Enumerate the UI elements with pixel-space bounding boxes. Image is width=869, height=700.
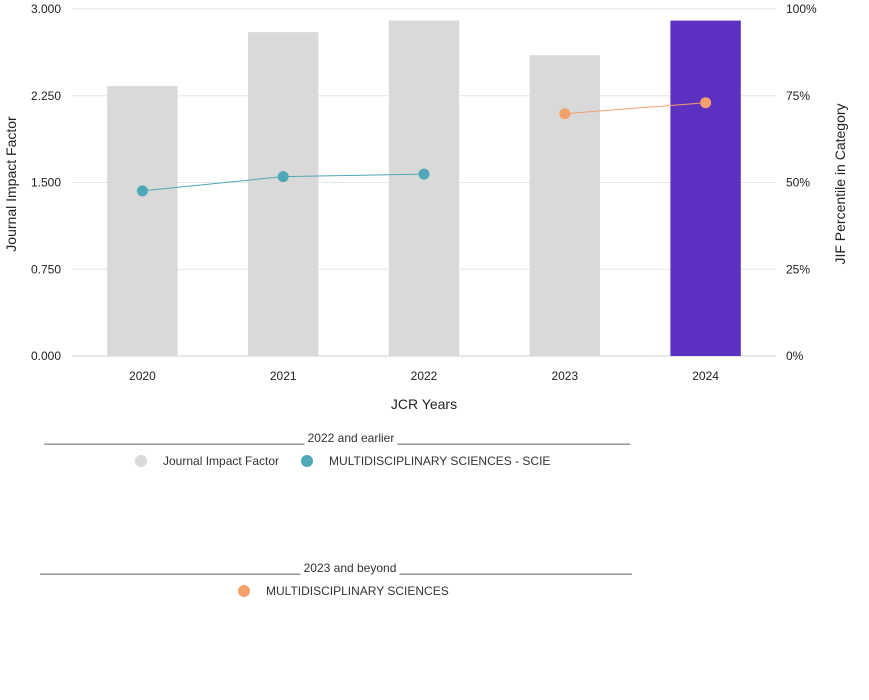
legend-scie-marker xyxy=(301,455,314,467)
series-line-1 xyxy=(564,102,706,115)
percentile-lines xyxy=(136,97,712,197)
y-tick-label: 1.500 xyxy=(31,176,61,190)
bar-2024[interactable] xyxy=(670,20,741,357)
legend-group2: MULTIDISCIPLINARY SCIENCES xyxy=(238,584,471,598)
series-1-point-2024[interactable] xyxy=(700,97,712,109)
series-0-point-2021[interactable] xyxy=(277,171,289,183)
x-tick-label: 2020 xyxy=(129,369,156,383)
bar-2022[interactable] xyxy=(388,20,460,357)
legend-item-scie[interactable]: MULTIDISCIPLINARY SCIENCES - SCIE xyxy=(301,454,550,468)
x-axis-title: JCR Years xyxy=(391,396,457,412)
legend-item-jif[interactable]: Journal Impact Factor xyxy=(135,454,279,468)
legend-group2-header: _______________________________________ … xyxy=(40,561,632,575)
legend-multidisciplinary-marker xyxy=(238,585,250,597)
legend-item-label: Journal Impact Factor xyxy=(163,454,280,468)
legend-item-label: MULTIDISCIPLINARY SCIENCES - SCIE xyxy=(329,454,551,468)
y2-axis-title: JIF Percentile in Category xyxy=(832,103,848,264)
series-0-point-2022[interactable] xyxy=(418,168,430,180)
bar-2021[interactable] xyxy=(248,32,319,357)
y2-tick-label: 100% xyxy=(786,2,817,16)
x-tick-label: 2021 xyxy=(270,369,297,383)
legend-jif-marker xyxy=(135,455,147,467)
legend-group1-header: _______________________________________ … xyxy=(44,431,630,445)
y2-tick-label: 0% xyxy=(786,349,804,363)
y-tick-label: 0.750 xyxy=(31,262,61,276)
x-tick-label: 2022 xyxy=(411,369,438,383)
y-tick-label: 3.000 xyxy=(31,2,61,16)
y-tick-label: 2.250 xyxy=(31,89,61,103)
bar-2020[interactable] xyxy=(107,86,178,357)
series-1-point-2023[interactable] xyxy=(559,108,571,120)
legend-group1: Journal Impact Factor MULTIDISCIPLINARY … xyxy=(135,454,572,468)
x-tick-label: 2023 xyxy=(551,369,578,383)
legend-item-multidisciplinary[interactable]: MULTIDISCIPLINARY SCIENCES xyxy=(238,584,449,598)
legend-item-label: MULTIDISCIPLINARY SCIENCES xyxy=(266,584,449,598)
y2-tick-label: 75% xyxy=(786,89,810,103)
jif-chart: 0.000 0.750 1.500 2.250 3.000 0% 25% 50% 75% 100%… xyxy=(3,2,848,412)
bar-2023[interactable] xyxy=(529,55,600,357)
y-tick-label: 0.000 xyxy=(31,349,61,363)
axes: 0.000 0.750 1.500 2.250 3.000 0% 25% 50% 75% 100%… xyxy=(31,2,817,383)
y2-tick-label: 25% xyxy=(786,262,810,276)
y2-tick-label: 50% xyxy=(786,176,810,190)
y-axis-title: Journal Impact Factor xyxy=(3,116,19,252)
bars xyxy=(107,20,741,357)
x-tick-label: 2024 xyxy=(692,369,719,383)
series-0-point-2020[interactable] xyxy=(136,185,148,197)
